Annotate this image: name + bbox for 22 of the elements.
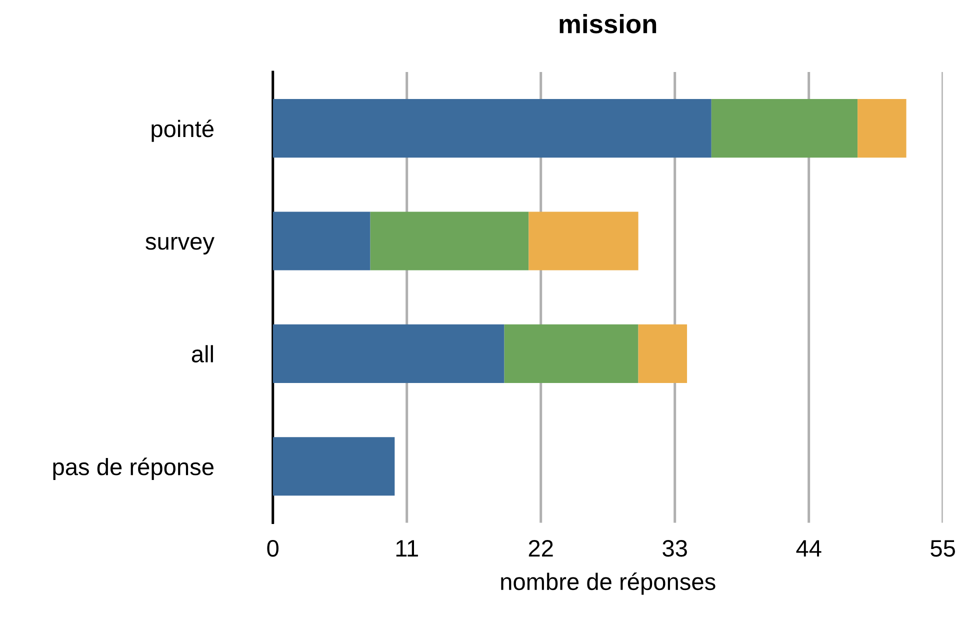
bar: [272, 212, 370, 270]
bar: [528, 212, 638, 270]
bar: [272, 324, 504, 383]
x-tick-label: 44: [796, 540, 822, 556]
bar: [272, 99, 712, 158]
x-tick-label: 11: [396, 540, 418, 556]
x-tick-label: 0: [267, 540, 278, 557]
bar: [504, 324, 638, 383]
x-tick-label: 33: [662, 540, 687, 557]
bar: [370, 212, 529, 270]
x-tick-label: 55: [930, 540, 955, 557]
y-tick-label: pas de réponse: [53, 458, 214, 480]
bar: [858, 99, 906, 158]
bar: [638, 324, 688, 383]
y-tick-label: pointé: [152, 120, 214, 142]
bar: [272, 437, 395, 496]
chart-title: mission: [560, 14, 656, 34]
y-tick-label: survey: [146, 236, 214, 254]
x-tick-label: 22: [528, 540, 553, 556]
x-axis-title: nombre de réponses: [501, 572, 716, 595]
bar: [711, 99, 858, 158]
y-tick-label: all: [192, 345, 213, 362]
